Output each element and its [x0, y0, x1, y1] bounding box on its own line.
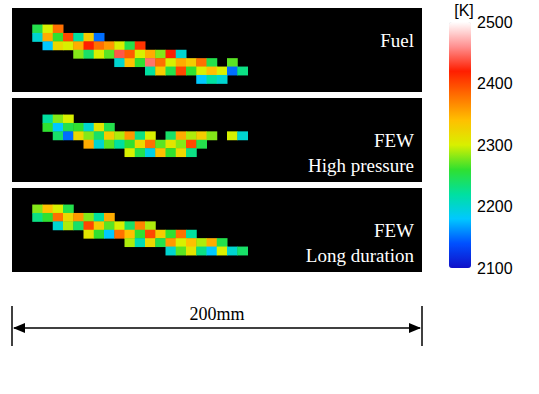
svg-text:2400: 2400	[477, 75, 513, 92]
svg-text:Fuel: Fuel	[380, 30, 414, 51]
svg-text:2200: 2200	[477, 198, 513, 215]
svg-text:FEW: FEW	[374, 130, 414, 151]
svg-text:2100: 2100	[477, 260, 513, 277]
svg-text:High pressure: High pressure	[308, 155, 414, 176]
svg-text:FEW: FEW	[374, 220, 414, 241]
svg-text:2500: 2500	[477, 14, 513, 31]
svg-text:200mm: 200mm	[189, 304, 244, 324]
svg-text:Long duration: Long duration	[306, 245, 415, 266]
svg-text:[K]: [K]	[454, 2, 474, 19]
svg-text:2300: 2300	[477, 137, 513, 154]
